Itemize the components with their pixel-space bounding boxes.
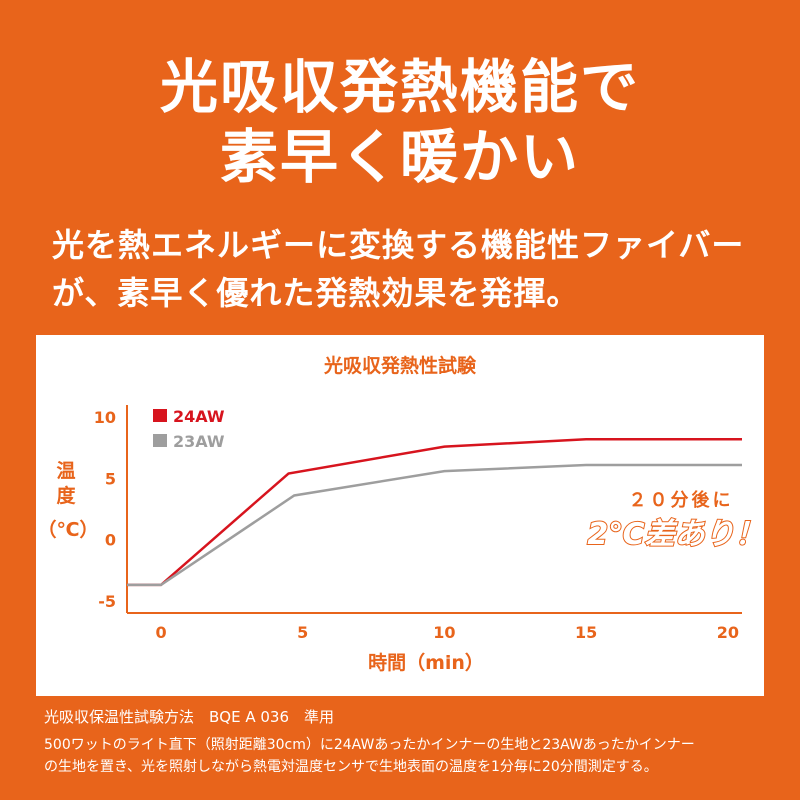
y-tick-label: -5 — [98, 592, 116, 611]
annotation-line-1: ２０分後に — [629, 489, 734, 511]
subtext-line-1: 光を熱エネルギーに変換する機能性ファイバー — [52, 226, 745, 264]
y-tick-label: 5 — [105, 469, 116, 488]
x-axis-label: 時間（min） — [368, 651, 484, 674]
footer-method: 光吸収保温性試験方法 BQE A 036 準用 — [44, 708, 335, 726]
series-line-24aw — [127, 438, 742, 587]
headline-line-2: 素早く暖かい — [219, 123, 580, 191]
footer-description-2: の生地を置き、光を照射しながら熱電対温度センサで生地表面の温度を1分毎に20分間… — [44, 759, 658, 775]
chart-svg: 光吸収発熱性試験 温 度 （℃） 時間（min） 24AW 23AW ２０分後に… — [37, 354, 764, 674]
y-axis-label-char-1: 温 — [56, 460, 75, 482]
y-tick-label: 0 — [105, 531, 116, 550]
y-axis-label-char-2: 度 — [56, 484, 76, 507]
y-tick-label: 10 — [94, 408, 116, 427]
legend-label-23aw: 23AW — [173, 432, 225, 451]
x-tick-label: 0 — [155, 623, 166, 642]
subtext-line-2: が、素早く優れた発熱効果を発揮。 — [52, 274, 580, 312]
chart-panel: 光吸収発熱性試験 温 度 （℃） 時間（min） 24AW 23AW ２０分後に… — [36, 335, 764, 696]
x-tick-label: 15 — [575, 623, 597, 642]
headline-line-1: 光吸収発熱機能で — [159, 53, 640, 121]
legend-swatch-24aw — [153, 409, 167, 422]
series-line-23aw — [127, 463, 742, 587]
legend-swatch-23aw — [153, 434, 167, 447]
y-axis-label-char-3: （℃） — [37, 518, 98, 541]
annotation-line-2: 2℃差あり！ — [587, 517, 764, 552]
legend-label-24aw: 24AW — [173, 407, 225, 426]
chart-title: 光吸収発熱性試験 — [323, 354, 477, 377]
x-tick-label: 20 — [717, 623, 739, 642]
footer-description-1: 500ワットのライト直下（照射距離30cm）に24AWあったかインナーの生地と2… — [44, 737, 695, 753]
x-tick-label: 5 — [297, 623, 308, 642]
x-tick-label: 10 — [433, 623, 455, 642]
